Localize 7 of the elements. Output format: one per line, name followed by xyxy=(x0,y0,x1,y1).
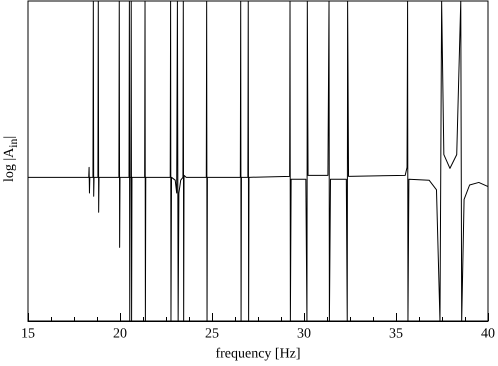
x-tick-label: 35 xyxy=(389,326,403,342)
x-tick-label: 25 xyxy=(205,326,219,342)
x-axis-title: frequency [Hz] xyxy=(215,346,301,362)
x-tick-label: 30 xyxy=(297,326,311,342)
x-tick-label: 20 xyxy=(113,326,127,342)
x-tick-label: 15 xyxy=(21,326,35,342)
x-tick-label: 40 xyxy=(481,326,495,342)
